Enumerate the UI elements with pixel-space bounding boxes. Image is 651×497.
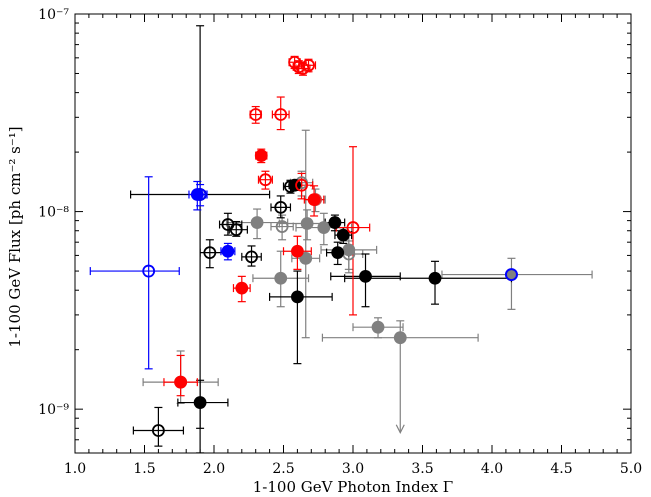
data-point	[142, 264, 156, 278]
data-point	[245, 250, 258, 264]
y-tick-label: 10⁻⁹	[38, 402, 69, 418]
data-point	[174, 375, 188, 389]
data-point	[336, 228, 350, 242]
axes: 1.0 1.5 2.0 2.5 3.0 3.5 4.0 4.5 5.0 10⁻⁹ 10⁻⁸ 10⁻⁷	[38, 7, 642, 477]
data-point	[259, 173, 272, 187]
x-axis-label: 1-100 GeV Photon Index Γ	[253, 478, 453, 496]
x-tick-label: 4.5	[550, 461, 572, 477]
data-point	[193, 188, 207, 201]
data-point	[274, 271, 288, 285]
data-point	[249, 108, 263, 121]
y-tick-label: 10⁻⁸	[38, 205, 69, 221]
data-point	[331, 246, 345, 260]
data-point	[275, 220, 289, 233]
upper-limit-arrow	[395, 424, 405, 435]
x-tick-label: 2.0	[203, 461, 225, 477]
y-axis-label: 1-100 GeV Flux [ph cm⁻² s⁻¹]	[6, 126, 24, 347]
data-point	[290, 244, 304, 258]
data-point	[203, 246, 217, 260]
x-tick-label: 2.5	[272, 461, 294, 477]
x-tick-label: 3.5	[411, 461, 433, 477]
data-point	[151, 424, 165, 437]
x-tick-label: 1.0	[64, 461, 86, 477]
y-tick-label: 10⁻⁷	[38, 7, 69, 23]
data-point	[193, 396, 207, 409]
data-point	[229, 223, 243, 237]
data-point	[302, 58, 315, 72]
data-point	[346, 221, 360, 234]
data-markers	[142, 55, 518, 437]
data-point	[317, 221, 331, 234]
data-point	[428, 271, 442, 285]
x-tick-label: 1.5	[133, 461, 155, 477]
data-point	[371, 320, 385, 334]
data-point	[393, 331, 407, 345]
data-point	[307, 193, 321, 206]
data-point	[235, 281, 249, 295]
data-point	[290, 290, 304, 304]
x-tick-label: 4.0	[481, 461, 503, 477]
data-point	[299, 251, 313, 265]
data-point	[359, 269, 372, 283]
data-point	[250, 216, 264, 229]
data-point	[254, 149, 268, 163]
data-point	[221, 244, 235, 258]
data-point	[274, 108, 288, 121]
x-tick-label: 3.0	[342, 461, 364, 477]
data-point	[300, 217, 314, 230]
data-point	[504, 268, 518, 282]
x-tick-label: 5.0	[620, 461, 642, 477]
data-point	[295, 178, 308, 192]
data-point	[328, 216, 342, 229]
data-point	[274, 200, 288, 214]
